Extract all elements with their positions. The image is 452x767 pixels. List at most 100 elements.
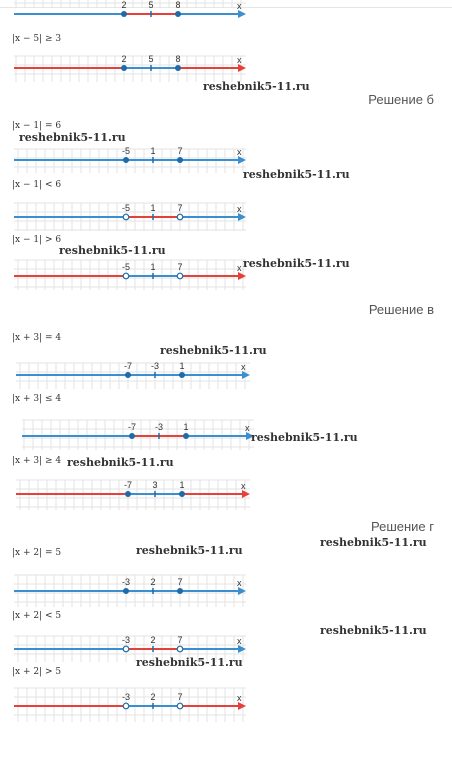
axis-label: x [237,693,242,703]
tick-label: 5 [148,54,153,64]
watermark: reshebnik5-11.ru [136,656,243,669]
axis-label: x [237,147,242,157]
open-point [176,272,184,280]
section-title-g: Решение г [370,519,434,534]
tick-label: -7 [128,422,136,432]
arrow-icon [238,702,246,710]
inequality-label-b3: |x − 1| > 6 [12,235,62,245]
inequality-label-b2: |x − 1| < 6 [12,180,62,190]
axis-label: x [237,578,242,588]
tick-label: -5 [122,262,130,272]
axis-label: x [241,362,246,372]
tick-label: 1 [150,262,155,272]
open-point [122,213,130,221]
closed-point [121,11,127,17]
watermark: reshebnik5-11.ru [59,244,166,257]
inequality-label-g1: |x + 2| = 5 [12,548,62,558]
arrow-icon [246,432,254,440]
number-line-a3: x 2 5 8 [14,54,246,82]
open-point [122,645,130,653]
closed-point [123,588,129,594]
axis-label: x [237,263,242,273]
inequality-label-v1: |x + 3| = 4 [12,333,62,343]
arrow-icon [238,64,246,72]
tick-label: -5 [122,203,130,213]
arrow-icon [238,587,246,595]
tick-label: -5 [122,146,130,156]
watermark: reshebnik5-11.ru [67,456,174,469]
tick-label: -3 [122,577,130,587]
inequality-label-a3: |x − 5| ≥ 3 [12,34,62,44]
number-line-b3: x -5 1 7 [14,259,246,290]
tick-label: 2 [150,692,155,702]
tick-label: 1 [183,422,188,432]
axis-label: x [245,423,250,433]
closed-point [177,588,183,594]
closed-point [175,65,181,71]
open-point [176,702,184,710]
tick-label: -3 [155,422,163,432]
inequality-label-v3: |x + 3| ≥ 4 [12,456,62,466]
tick-label: 8 [175,54,180,64]
section-title-v: Решение в [368,302,434,317]
tick-label: -3 [122,692,130,702]
arrow-icon [238,645,246,653]
tick-label: 8 [175,0,180,10]
watermark: reshebnik5-11.ru [19,131,126,144]
number-line-v1: x -7 -3 1 [16,361,250,389]
axis-label: x [237,1,242,11]
closed-point [125,491,131,497]
axis-label: x [237,204,242,214]
number-line-g2: x -3 2 7 [14,635,246,662]
watermark: reshebnik5-11.ru [320,536,427,549]
tick-label: 1 [150,146,155,156]
tick-label: 2 [150,635,155,645]
grid [14,148,246,173]
axis-label: x [237,55,242,65]
tick-label: 7 [177,262,182,272]
axis-label: x [241,481,246,491]
tick-label: -3 [122,635,130,645]
arrow-icon [238,272,246,280]
top-divider [0,7,452,8]
arrow-icon [242,490,250,498]
tick-label: 1 [150,203,155,213]
number-line-b2: x -5 1 7 [14,202,246,231]
tick-label: -7 [124,480,132,490]
number-line-g1: x -3 2 7 [14,574,246,607]
arrow-icon [238,10,246,18]
closed-point [177,157,183,163]
open-point [122,272,130,280]
number-line-v2: x -7 -3 1 [22,419,254,450]
number-line-g3: x -3 2 7 [14,687,246,722]
number-line-v3: x -7 3 1 [16,479,250,510]
tick-label: 1 [179,480,184,490]
tick-label: -3 [151,361,159,371]
tick-label: 1 [179,361,184,371]
inequality-label-v2: |x + 3| ≤ 4 [12,394,62,404]
closed-point [129,433,135,439]
number-line-a2: x 2 5 8 [14,0,246,18]
tick-label: 7 [177,146,182,156]
closed-point [179,372,185,378]
watermark: reshebnik5-11.ru [251,431,358,444]
open-point [176,645,184,653]
grid [14,55,246,82]
section-title-b: Решение б [368,92,434,107]
tick-label: 7 [177,203,182,213]
closed-point [183,433,189,439]
arrow-icon [238,213,246,221]
watermark: reshebnik5-11.ru [243,168,350,181]
tick-label: 3 [152,480,157,490]
grid [14,0,246,8]
watermark: reshebnik5-11.ru [320,624,427,637]
tick-label: 2 [121,54,126,64]
tick-label: 7 [177,577,182,587]
number-line-b1: x -5 1 7 [14,146,246,173]
open-point [122,702,130,710]
inequality-label-g2: |x + 2| < 5 [12,611,62,621]
tick-label: -7 [124,361,132,371]
open-point [176,213,184,221]
watermark: reshebnik5-11.ru [136,544,243,557]
watermark: reshebnik5-11.ru [203,80,310,93]
